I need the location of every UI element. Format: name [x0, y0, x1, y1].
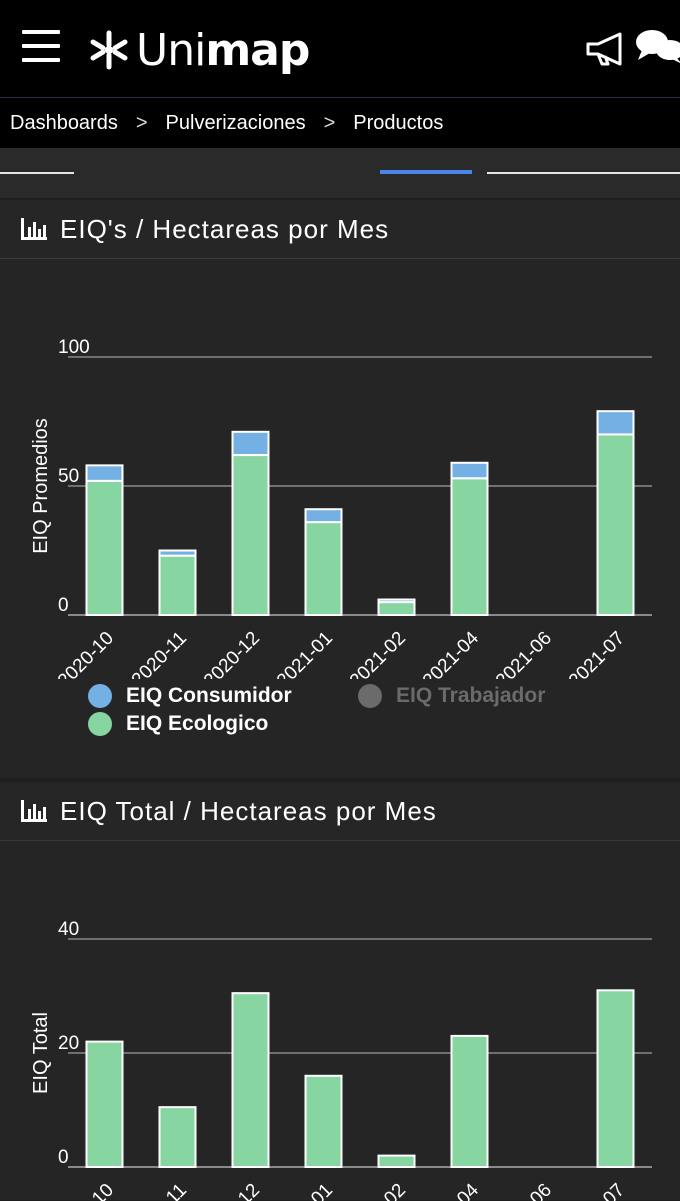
bar-eiq-ecologico[interactable] — [231, 992, 270, 1168]
bar-eiq-consumidor[interactable] — [450, 461, 489, 480]
legend-swatch — [358, 684, 382, 708]
unimap-logo-icon — [90, 30, 128, 70]
bar-eiq-ecologico[interactable] — [596, 433, 635, 616]
legend-item-trabajador[interactable]: EIQ Trabajador — [358, 684, 545, 708]
x-tick-label: 2021-07 — [565, 1180, 629, 1201]
top-bar: Unimap — [0, 0, 680, 98]
legend-swatch — [88, 684, 112, 708]
eiq-promedios-card: EIQ's / Hectareas por Mes 0 50 100 EIQ Prom… — [0, 200, 680, 778]
x-tick-label: 2021-06 — [492, 1180, 556, 1201]
legend-label: EIQ Consumidor — [126, 684, 292, 707]
y-tick-label: 20 — [58, 1033, 79, 1054]
hamburger-menu-icon[interactable] — [22, 30, 60, 66]
x-tick-label: 2021-01 — [273, 628, 337, 679]
eiq-total-card: EIQ Total / Hectareas por Mes 0 20 40 EIQ T… — [0, 782, 680, 1201]
eiq-total-chart: 0 20 40 EIQ Total 2020-10 2020-11 2020-12 2021-… — [30, 919, 652, 1201]
x-tick-label: 2020-12 — [200, 1180, 264, 1201]
x-tick-label: 2021-07 — [565, 628, 629, 679]
x-tick-label: 2021-01 — [273, 1180, 337, 1201]
bar-chart-icon — [21, 800, 47, 822]
y-tick-label: 40 — [58, 919, 79, 940]
x-tick-label: 2020-11 — [128, 628, 191, 679]
legend-swatch — [88, 712, 112, 736]
breadcrumb-separator: > — [323, 111, 336, 134]
bar-eiq-consumidor[interactable] — [231, 430, 270, 457]
breadcrumb-separator: > — [135, 111, 148, 134]
bar-eiq-consumidor[interactable] — [377, 598, 416, 604]
tab-indicator[interactable] — [487, 172, 680, 174]
megaphone-icon[interactable] — [584, 30, 626, 68]
card-title: EIQ's / Hectareas por Mes — [60, 213, 390, 244]
tab-indicator[interactable] — [0, 172, 74, 174]
card-header: EIQ's / Hectareas por Mes — [0, 200, 680, 259]
bar-eiq-consumidor[interactable] — [158, 549, 197, 557]
bar-eiq-ecologico[interactable] — [377, 1154, 416, 1169]
bar-eiq-ecologico[interactable] — [158, 1106, 197, 1168]
legend-label: EIQ Ecologico — [126, 712, 269, 735]
card-title: EIQ Total / Hectareas por Mes — [60, 795, 437, 826]
bar-eiq-ecologico[interactable] — [231, 454, 270, 616]
x-tick-label: 2021-02 — [346, 628, 410, 679]
y-axis-label: EIQ Total — [30, 1012, 52, 1094]
x-tick-label: 2020-10 — [54, 1180, 118, 1201]
bar-eiq-ecologico[interactable] — [377, 601, 416, 617]
breadcrumb-dashboards[interactable]: Dashboards — [10, 111, 118, 134]
bar-eiq-ecologico[interactable] — [304, 521, 343, 616]
legend-label: EIQ Trabajador — [396, 684, 546, 707]
legend-item-ecologico[interactable]: EIQ Ecologico — [88, 712, 268, 736]
breadcrumb-pulverizaciones[interactable]: Pulverizaciones — [165, 111, 306, 134]
bar-eiq-consumidor[interactable] — [304, 508, 343, 524]
y-tick-label: 0 — [58, 595, 69, 616]
bar-eiq-ecologico[interactable] — [158, 554, 197, 617]
breadcrumb: Dashboards > Pulverizaciones > Productos — [0, 98, 680, 148]
bar-eiq-consumidor[interactable] — [85, 464, 124, 482]
y-tick-label: 100 — [58, 337, 90, 358]
bar-eiq-ecologico[interactable] — [596, 989, 635, 1168]
card-header: EIQ Total / Hectareas por Mes — [0, 782, 680, 841]
y-tick-label: 50 — [58, 466, 79, 487]
x-tick-label: 2020-12 — [200, 628, 264, 679]
bar-eiq-consumidor[interactable] — [596, 410, 635, 436]
bar-eiq-ecologico[interactable] — [450, 1034, 489, 1168]
y-tick-label: 0 — [58, 1147, 69, 1168]
app-logo[interactable]: Unimap — [88, 22, 310, 78]
sub-nav-tabs — [0, 148, 680, 198]
breadcrumb-productos[interactable]: Productos — [353, 111, 444, 134]
eiq-promedios-chart: 0 50 100 EIQ Promedios 2020-10 2020-11 2020-12… — [30, 337, 652, 679]
x-tick-label: 2021-06 — [492, 628, 556, 679]
x-tick-label: 2021-04 — [419, 1179, 483, 1201]
bar-eiq-ecologico[interactable] — [85, 1040, 124, 1169]
app-name: Unimap — [136, 24, 310, 76]
x-tick-label: 2020-10 — [54, 628, 118, 679]
tab-indicator-active[interactable] — [380, 170, 472, 174]
bar-eiq-ecologico[interactable] — [450, 477, 489, 616]
bar-eiq-ecologico[interactable] — [85, 479, 124, 616]
legend-item-consumidor[interactable]: EIQ Consumidor — [88, 684, 292, 708]
bar-chart-icon — [21, 218, 47, 240]
x-tick-label: 2020-11 — [128, 1180, 191, 1201]
y-axis-label: EIQ Promedios — [30, 418, 52, 554]
chat-icon[interactable] — [634, 26, 680, 68]
x-tick-label: 2021-02 — [346, 1180, 410, 1201]
bar-eiq-ecologico[interactable] — [304, 1074, 343, 1168]
x-tick-label: 2021-04 — [419, 627, 483, 679]
